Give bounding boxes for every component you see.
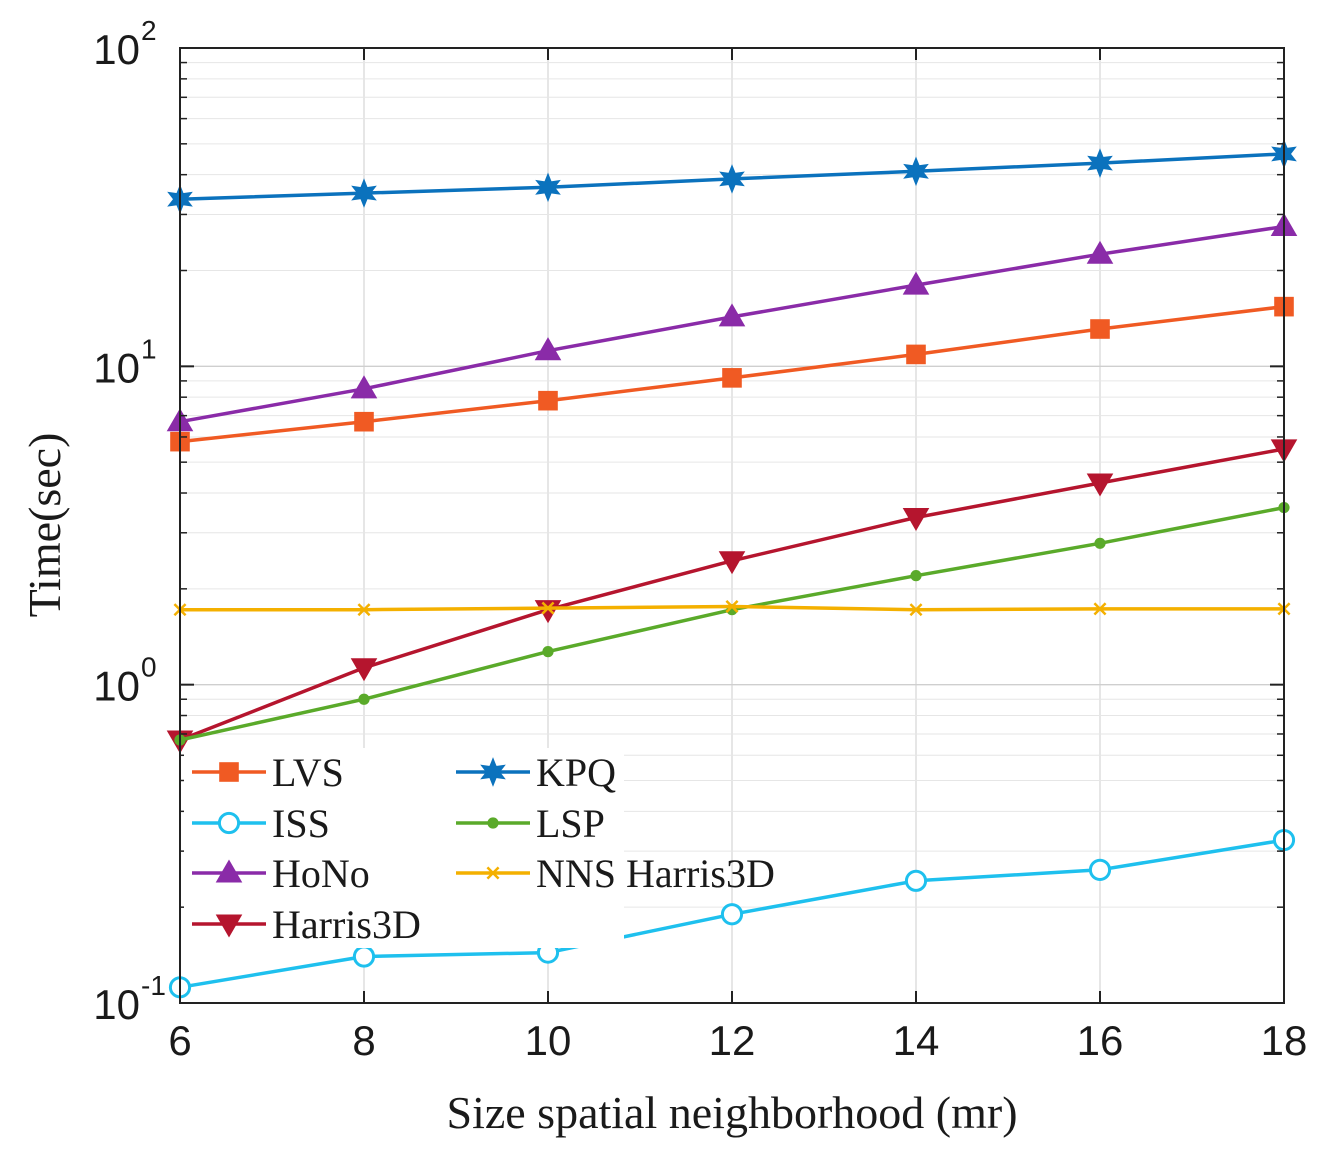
series-harris3d <box>166 439 1298 754</box>
y-tick-label: 10 1 <box>93 333 156 391</box>
data-point-nns-harris3d-stroke <box>1093 602 1107 616</box>
legend: LVS ISS HoNo Harris3D KPQ LSP NNS Harris3D <box>184 748 775 948</box>
data-point-lvs <box>722 368 742 388</box>
legend-label: LVS <box>272 750 344 795</box>
data-point-harris3d <box>718 551 746 575</box>
y-tick-label: 10 0 <box>93 652 156 710</box>
legend-label: ISS <box>272 801 330 846</box>
data-point-hono <box>902 271 930 295</box>
x-tick-label: 14 <box>893 1017 940 1064</box>
x-tick-label: 10 <box>525 1017 572 1064</box>
legend-label: HoNo <box>272 851 370 896</box>
data-point-iss <box>720 903 744 926</box>
data-point-iss <box>904 869 928 892</box>
data-point-harris3d <box>350 658 378 682</box>
data-point-nns-harris3d <box>909 603 923 617</box>
data-point-lvs <box>538 390 558 411</box>
y-tick-base: 10 <box>93 663 140 710</box>
data-point-harris3d <box>1086 473 1114 497</box>
data-point-nns-harris3d <box>357 603 371 617</box>
series-lsp <box>174 501 1290 746</box>
legend-label: LSP <box>536 801 605 846</box>
legend-box <box>184 748 624 948</box>
data-point-hono <box>718 303 746 327</box>
legend-label: Harris3D <box>272 902 421 947</box>
legend-label: KPQ <box>536 750 616 795</box>
x-tick-label: 12 <box>709 1017 756 1064</box>
data-point-iss <box>352 945 376 968</box>
y-tick-label: 10 2 <box>93 15 156 73</box>
data-point-hono <box>534 337 562 361</box>
y-axis-title: Time(sec) <box>19 433 70 618</box>
legend-item-nns-harris3d: NNS Harris3D <box>456 851 775 896</box>
data-point-lvs <box>354 411 374 432</box>
data-point-nns-harris3d <box>725 600 739 613</box>
legend-label: NNS Harris3D <box>536 851 775 896</box>
legend-item-hono: HoNo <box>192 851 370 896</box>
data-point-nns-harris3d-stroke <box>725 600 739 613</box>
x-tick-label: 16 <box>1077 1017 1124 1064</box>
x-tick-label: 8 <box>352 1017 375 1064</box>
legend-swatch-marker <box>217 811 241 835</box>
data-point-lsp <box>910 570 922 582</box>
data-point-kpq <box>535 172 561 203</box>
data-point-lvs <box>1090 319 1110 339</box>
data-point-nns-harris3d <box>1093 602 1107 616</box>
legend-swatch-marker <box>219 762 239 782</box>
legend-swatch-marker <box>480 757 506 787</box>
data-point-nns-harris3d-stroke <box>909 603 923 617</box>
data-point-harris3d <box>534 600 562 624</box>
data-point-nns-harris3d-stroke <box>357 603 371 617</box>
data-point-lsp <box>1094 537 1106 549</box>
legend-swatch-marker <box>215 859 243 883</box>
legend-swatch-marker <box>486 866 500 880</box>
legend-item-iss: ISS <box>192 801 330 846</box>
data-point-harris3d <box>902 507 930 532</box>
legend-swatch-marker <box>487 817 499 829</box>
y-tick-base: 10 <box>93 26 140 73</box>
data-point-hono <box>350 375 378 399</box>
x-tick-label: 18 <box>1261 1017 1308 1064</box>
y-tick-label: 10 -1 <box>93 970 166 1028</box>
data-point-hono <box>1086 240 1114 264</box>
data-point-kpq <box>719 164 745 194</box>
series-nns-harris3d <box>173 600 1291 617</box>
data-point-kpq <box>351 178 377 208</box>
data-point-kpq <box>903 156 929 187</box>
y-tick-exponent: 2 <box>141 15 157 46</box>
y-tick-base: 10 <box>93 344 140 391</box>
y-tick-exponent: -1 <box>141 970 166 1001</box>
legend-item-harris3d: Harris3D <box>192 902 421 947</box>
y-tick-base: 10 <box>93 981 140 1028</box>
data-point-kpq <box>1087 148 1113 178</box>
x-tick-label: 6 <box>168 1017 191 1064</box>
data-point-nns-harris3d <box>541 601 555 615</box>
legend-item-kpq: KPQ <box>456 750 616 795</box>
y-tick-exponent: 0 <box>141 652 157 683</box>
data-point-nns-harris3d-stroke <box>541 601 555 615</box>
legend-swatch-marker-stroke <box>486 866 500 880</box>
data-point-lsp <box>358 693 370 705</box>
data-point-lvs <box>906 344 926 365</box>
legend-item-lsp: LSP <box>456 801 605 846</box>
y-tick-exponent: 1 <box>141 333 157 364</box>
series-layer <box>166 139 1298 999</box>
data-point-iss <box>1088 858 1112 881</box>
data-point-lsp <box>542 646 554 658</box>
legend-swatch-marker <box>215 914 243 938</box>
x-axis-title: Size spatial neighborhood (mr) <box>446 1087 1017 1138</box>
legend-item-lvs: LVS <box>192 750 344 795</box>
